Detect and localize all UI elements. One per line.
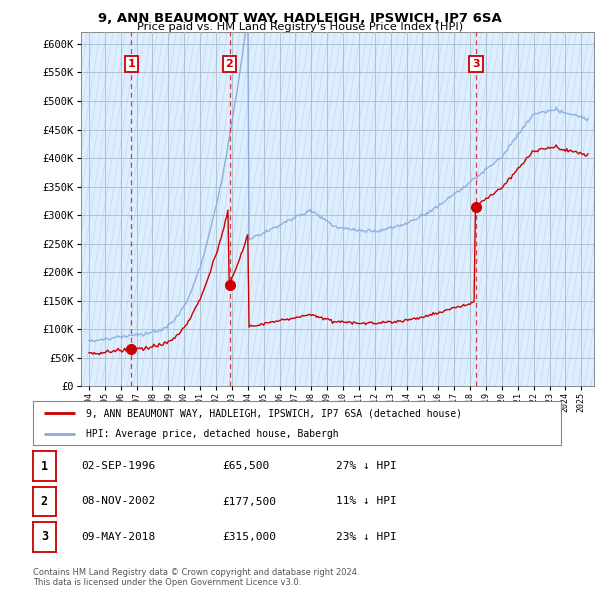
Text: 2: 2 (226, 59, 233, 69)
Text: 3: 3 (41, 530, 48, 543)
Text: HPI: Average price, detached house, Babergh: HPI: Average price, detached house, Babe… (86, 428, 338, 438)
Text: £315,000: £315,000 (222, 532, 276, 542)
Text: 23% ↓ HPI: 23% ↓ HPI (336, 532, 397, 542)
Text: £177,500: £177,500 (222, 497, 276, 506)
Text: 9, ANN BEAUMONT WAY, HADLEIGH, IPSWICH, IP7 6SA (detached house): 9, ANN BEAUMONT WAY, HADLEIGH, IPSWICH, … (86, 408, 462, 418)
Text: 08-NOV-2002: 08-NOV-2002 (81, 497, 155, 506)
Text: 2: 2 (41, 495, 48, 508)
Text: £65,500: £65,500 (222, 461, 269, 471)
Text: 9, ANN BEAUMONT WAY, HADLEIGH, IPSWICH, IP7 6SA: 9, ANN BEAUMONT WAY, HADLEIGH, IPSWICH, … (98, 12, 502, 25)
Text: 27% ↓ HPI: 27% ↓ HPI (336, 461, 397, 471)
Text: Contains HM Land Registry data © Crown copyright and database right 2024.
This d: Contains HM Land Registry data © Crown c… (33, 568, 359, 587)
Text: 09-MAY-2018: 09-MAY-2018 (81, 532, 155, 542)
Text: 1: 1 (41, 460, 48, 473)
Text: Price paid vs. HM Land Registry's House Price Index (HPI): Price paid vs. HM Land Registry's House … (137, 22, 463, 32)
Text: 02-SEP-1996: 02-SEP-1996 (81, 461, 155, 471)
Text: 3: 3 (472, 59, 480, 69)
Text: 11% ↓ HPI: 11% ↓ HPI (336, 497, 397, 506)
Text: 1: 1 (127, 59, 135, 69)
